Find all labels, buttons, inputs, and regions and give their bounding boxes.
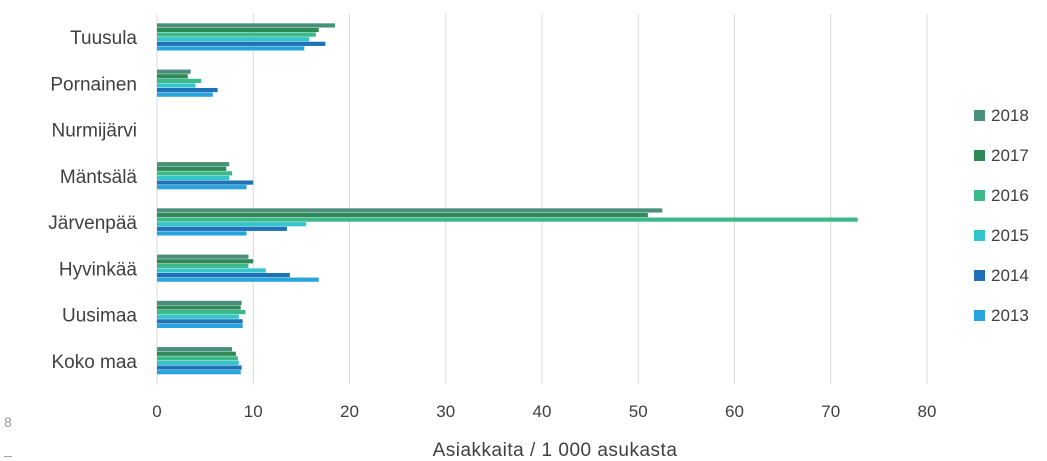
bar-2017 <box>157 259 254 264</box>
bar-2017 <box>157 166 227 171</box>
bar-2014 <box>157 365 242 370</box>
bar-2015 <box>157 314 239 319</box>
bar-2015 <box>157 268 266 273</box>
legend-swatch-2017 <box>974 150 985 161</box>
bar-2013 <box>157 277 319 282</box>
bar-2018 <box>157 208 663 213</box>
legend-label-2015: 2015 <box>991 226 1029 245</box>
x-tick-30: 30 <box>436 402 455 421</box>
category-label: Tuusula <box>70 28 137 49</box>
bar-2013 <box>157 92 213 97</box>
bar-2017 <box>157 74 188 79</box>
bar-2015 <box>157 360 239 366</box>
edge-fragment-2: – <box>4 447 12 461</box>
bar-2014 <box>157 226 287 231</box>
legend-label-2013: 2013 <box>991 306 1029 325</box>
legend-label-2016: 2016 <box>991 186 1029 205</box>
x-tick-0: 0 <box>152 402 161 421</box>
x-tick-80: 80 <box>918 402 937 421</box>
x-tick-50: 50 <box>629 402 648 421</box>
bar-2013 <box>157 323 243 329</box>
bar-2016 <box>157 32 316 37</box>
bar-2017 <box>157 351 236 356</box>
bar-2017 <box>157 212 648 218</box>
bar-2013 <box>157 185 247 190</box>
bar-2016 <box>157 217 858 222</box>
bar-2013 <box>157 231 247 236</box>
bar-2015 <box>157 222 307 227</box>
bar-2018 <box>157 69 191 74</box>
bar-2018 <box>157 300 242 306</box>
legend-label-2017: 2017 <box>991 146 1029 165</box>
legend-swatch-2015 <box>974 230 985 241</box>
legend-swatch-2016 <box>974 190 985 201</box>
bar-2017 <box>157 27 319 33</box>
x-tick-40: 40 <box>533 402 552 421</box>
legend-swatch-2014 <box>974 270 985 281</box>
bar-2015 <box>157 175 230 181</box>
bar-2018 <box>157 347 233 352</box>
legend: 2018 2017 2016 2015 2014 2013 <box>974 106 1029 325</box>
edge-fragment-1: 8 <box>4 414 12 430</box>
bar-2016 <box>157 171 233 176</box>
bar-2016 <box>157 310 246 315</box>
gridlines <box>156 14 928 384</box>
legend-label-2018: 2018 <box>991 106 1029 125</box>
bar-2018 <box>157 254 249 259</box>
bar-2013 <box>157 46 305 51</box>
legend-swatch-2018 <box>974 110 985 121</box>
bar-2014 <box>157 272 290 278</box>
x-tick-20: 20 <box>340 402 359 421</box>
bar-2014 <box>157 180 254 185</box>
legend-label-2014: 2014 <box>991 266 1029 285</box>
category-label: Nurmijärvi <box>52 121 138 142</box>
bar-2016 <box>157 263 249 268</box>
bar-2014 <box>157 319 243 324</box>
category-label: Järvenpää <box>48 213 137 234</box>
category-label: Pornainen <box>50 74 137 95</box>
bar-2015 <box>157 83 196 88</box>
x-axis-title: Asiakkaita / 1 000 asukasta <box>433 440 678 461</box>
x-tick-labels: 0 10 20 30 40 50 60 70 80 <box>152 402 936 421</box>
bar-2016 <box>157 356 238 361</box>
bar-2015 <box>157 37 310 42</box>
category-label: Mäntsälä <box>60 167 138 188</box>
bar-2018 <box>157 23 336 28</box>
bar-2017 <box>157 305 241 310</box>
bar-2018 <box>157 162 230 167</box>
bar-2014 <box>157 87 218 93</box>
x-tick-70: 70 <box>821 402 840 421</box>
x-tick-10: 10 <box>244 402 263 421</box>
category-label: Uusimaa <box>62 306 137 327</box>
category-label: Koko maa <box>51 352 137 373</box>
x-tick-60: 60 <box>725 402 744 421</box>
bars <box>157 23 858 375</box>
category-labels: Tuusula Pornainen Nurmijärvi Mäntsälä Järven… <box>48 28 137 373</box>
legend-swatch-2013 <box>974 310 985 321</box>
category-label: Hyvinkää <box>59 259 138 280</box>
bar-2016 <box>157 78 202 83</box>
bar-2014 <box>157 41 326 46</box>
bar-2013 <box>157 370 241 375</box>
